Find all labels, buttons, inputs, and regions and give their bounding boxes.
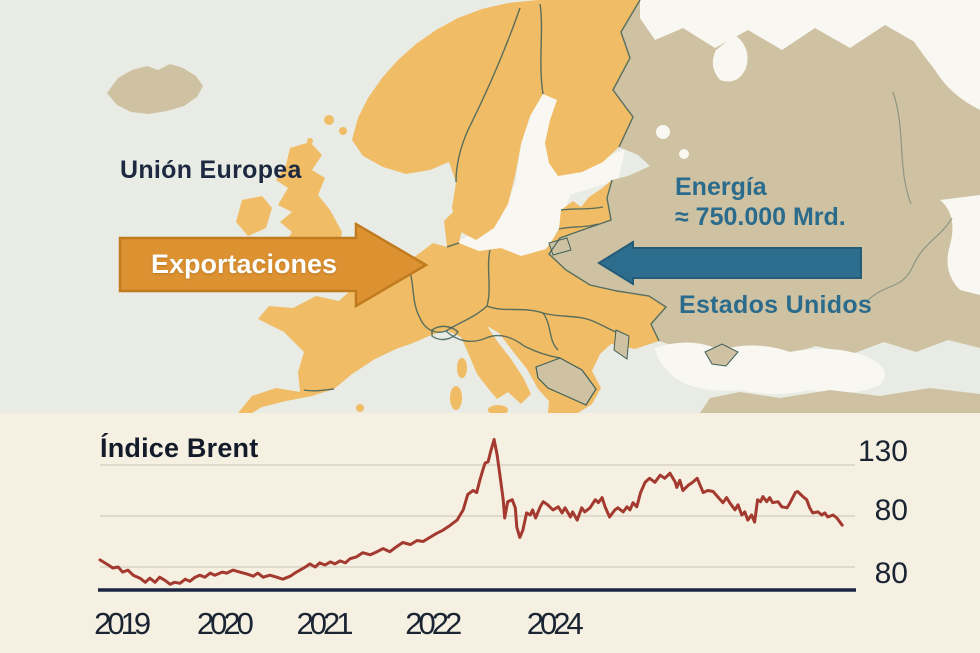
energy-arrow-icon: [597, 240, 862, 286]
scandinavia-landmass: [352, 0, 640, 240]
brent-line-series: [98, 438, 844, 586]
sicily-island: [488, 405, 508, 413]
label-energia-line2: ≈ 750.000 Mrd.: [675, 203, 846, 231]
corsica-island: [457, 358, 467, 378]
y-tick-label: 130: [858, 435, 908, 468]
x-tick-label: 2021: [296, 606, 353, 641]
europe-map: Unión Europea Exportaciones Energía ≈ 75…: [0, 0, 980, 413]
iceland-landmass: [107, 64, 203, 114]
x-tick-label: 2020: [197, 606, 254, 641]
europe-map-graphic: [0, 0, 980, 413]
faroe-island: [339, 127, 347, 135]
label-energia: Energía ≈ 750.000 Mrd.: [675, 172, 846, 232]
crimea-peninsula: [704, 343, 739, 367]
label-union-europea: Unión Europea: [120, 156, 302, 184]
balearic-island: [356, 404, 364, 412]
sardinia-island: [450, 386, 462, 410]
label-estados-unidos: Estados Unidos: [679, 291, 873, 319]
y-tick-label: 80: [875, 494, 908, 527]
x-tick-label: 2022: [405, 606, 462, 641]
balkan-non-eu-pocket: [535, 357, 597, 406]
x-tick-label: 2019: [94, 606, 151, 641]
lake-ladoga: [656, 125, 670, 139]
lake-onega: [679, 149, 689, 159]
brent-chart-panel: Índice Brent 130 80 80 2019 2020 2021 2022 202…: [0, 413, 980, 653]
ural-border: [892, 91, 912, 205]
ireland-landmass: [236, 196, 272, 236]
moldova-pocket: [613, 329, 630, 360]
country-borders: [303, 0, 668, 392]
kazakh-border: [867, 217, 953, 301]
gridlines: [100, 464, 855, 568]
y-tick-label: 80: [875, 557, 908, 590]
barents-sea: [900, 0, 980, 110]
chart-title: Índice Brent: [100, 432, 258, 463]
arctic-sea: [640, 0, 980, 50]
x-tick-label: 2024: [527, 606, 584, 641]
brent-chart: Índice Brent 130 80 80 2019 2020 2021 2022 202…: [0, 413, 980, 653]
exports-arrow-icon: [118, 221, 429, 309]
uk-landmass: [276, 142, 342, 262]
caspian-sea: [940, 195, 980, 295]
white-sea: [712, 35, 748, 82]
label-exportaciones: Exportaciones: [150, 249, 338, 279]
orkney-island: [307, 138, 313, 144]
x-axis-labels: 2019 2020 2021 2022 2024: [94, 606, 584, 641]
turkey-landmass: [700, 388, 980, 413]
y-axis-labels: 130 80 80: [858, 435, 908, 590]
label-energia-line1: Energía: [675, 173, 767, 201]
shetland-island: [324, 115, 334, 125]
